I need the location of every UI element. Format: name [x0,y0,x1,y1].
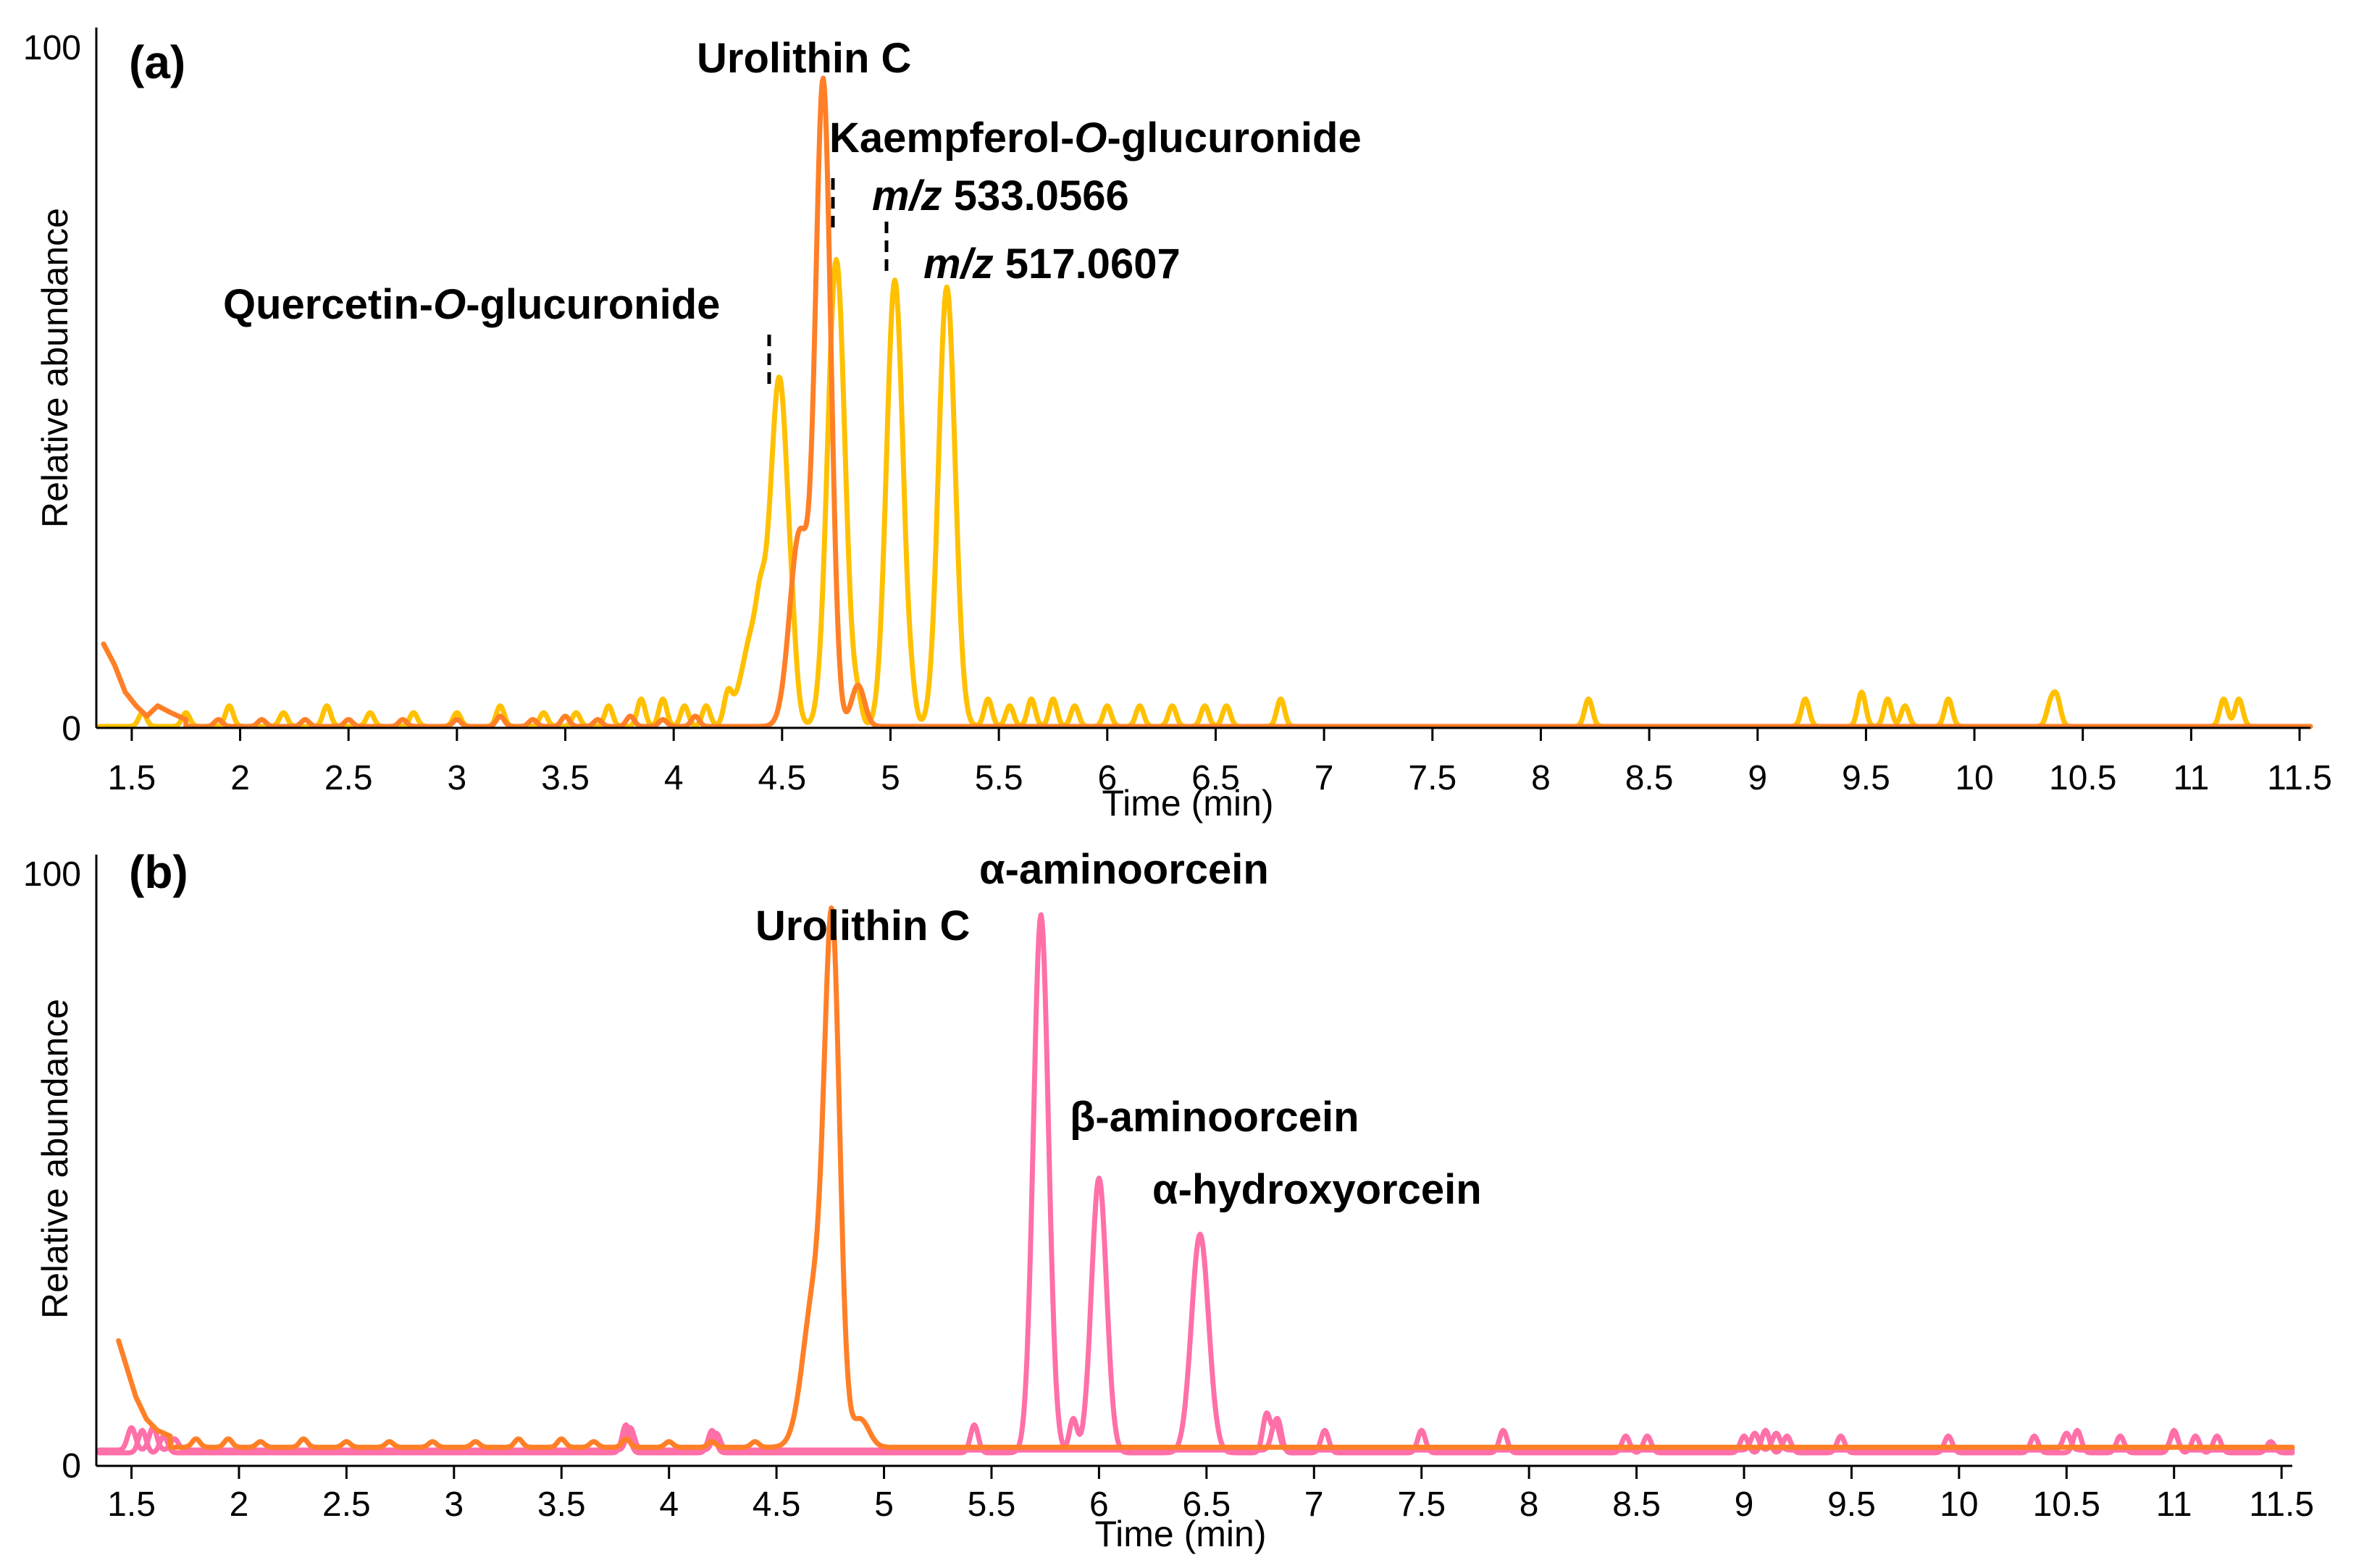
panel-b-x-tick-label: 11 [2156,1485,2192,1524]
panel-b-trace-0 [96,912,2295,1456]
panel-b-x-tick-label: 5.5 [968,1485,1016,1524]
panel-b-x-tick-label: 4 [659,1485,679,1524]
panel-b-x-tick-label: 6.5 [1182,1485,1231,1524]
panel-b-x-tick-label: 6 [1089,1485,1109,1524]
panel-a-x-tick-label: 2 [230,759,250,797]
panel-a-x-axis-title: Time (min) [1102,783,1273,823]
panel-b-x-tick-label: 7.5 [1397,1485,1446,1524]
panel-b-x-ticks: 1.5 2 2.5 3 3.5 4 4.5 5 5.5 6 6.5 7 7.5 8 8.5 9 9.5 10 10.… [107,1466,2314,1524]
panel-a-trace-1 [101,75,2313,729]
panel-a-x-tick-label: 6.5 [1191,759,1240,797]
panel-a-label: (a) [129,36,185,88]
panel-a-y-axis-title: Relative abundance [35,208,75,528]
panel-b-x-tick-label: 8.5 [1612,1485,1661,1524]
panel-a-x-tick-label: 2.5 [324,759,373,797]
panel-b-y-axis-title: Relative abundance [35,999,75,1319]
panel-a-x-tick-label: 9 [1748,759,1767,797]
panel-b-x-tick-label: 7 [1304,1485,1324,1524]
panel-b-x-tick-label: 9 [1735,1485,1754,1524]
panel-b-ytick-0: 0 [62,1447,81,1485]
panel-a-x-tick-label: 1.5 [108,759,156,797]
panel-b-x-tick-label: 4.5 [753,1485,801,1524]
panel-b-label: (b) [129,846,188,898]
panel-a-ytick-100: 100 [23,29,81,67]
panel-a-label-mz-533: m/z 533.0566 [872,172,1129,219]
panel-a-label-quercetin-o-glucuronide: Quercetin-O-glucuronide [223,281,720,328]
panel-b-traces [96,905,2295,1456]
panel-a-x-tick-label: 9.5 [1842,759,1890,797]
panel-b-label-urolithin-c: Urolithin C [755,902,970,949]
panel-a-label-urolithin-c: Urolithin C [697,35,911,82]
panel-b-x-tick-label: 1.5 [107,1485,156,1524]
panel-a-x-tick-label: 7 [1315,759,1334,797]
panel-a-label-kaempferol-o-glucuronide: Kaempferol-O-glucuronide [829,114,1362,162]
panel-b-x-tick-label: 9.5 [1827,1485,1876,1524]
panel-b-x-tick-label: 10 [1940,1485,1978,1524]
panel-a-x-tick-label: 8 [1531,759,1551,797]
panel-b-label-alpha-hydroxyorcein: α-hydroxyorcein [1152,1166,1482,1213]
panel-b-x-tick-label: 10.5 [2033,1485,2100,1524]
panel-a-trace-0 [96,256,2313,729]
panel-a-x-tick-label: 5.5 [975,759,1023,797]
panel-a-x-tick-label: 3.5 [541,759,590,797]
panel-b-x-tick-label: 2.5 [322,1485,371,1524]
panel-b-x-axis-title: Time (min) [1094,1514,1266,1554]
panel-a-x-tick-label: 4 [664,759,684,797]
panel-a-x-tick-label: 3 [448,759,467,797]
panel-a-ytick-0: 0 [62,710,81,748]
panel-b: (b) 1.5 2 2.5 3 3.5 4 4.5 5 5.5 6 6.5 7 7.5 8 8.5 9 9.5 1… [23,846,2314,1554]
panel-a: (a) 1.5 2 2.5 3 3.5 4 4.5 5 5.5 6 6.5 7 7.5 8 8.5 9 9.5 1… [23,28,2332,823]
panel-a-x-tick-label: 11 [2173,759,2209,797]
panel-a-x-tick-label: 8.5 [1625,759,1674,797]
panel-a-x-tick-label: 7.5 [1408,759,1456,797]
panel-a-x-tick-label: 10.5 [2049,759,2116,797]
panel-a-label-mz-517: m/z 517.0607 [923,240,1181,288]
panel-b-x-tick-label: 3.5 [537,1485,586,1524]
panel-b-x-tick-label: 8 [1520,1485,1539,1524]
panel-b-trace-1 [96,1419,2295,1453]
panel-b-label-beta-aminoorcein: β-aminoorcein [1070,1094,1359,1141]
panel-b-x-tick-label: 11.5 [2249,1485,2314,1524]
panel-a-x-tick-label: 5 [881,759,900,797]
panel-b-trace-2 [116,905,2295,1450]
panel-a-x-tick-label: 6 [1097,759,1117,797]
panel-a-x-tick-label: 4.5 [758,759,806,797]
panel-b-x-tick-label: 5 [874,1485,894,1524]
panel-a-x-ticks: 1.5 2 2.5 3 3.5 4 4.5 5 5.5 6 6.5 7 7.5 8 8.5 9 9.5 10 10.… [108,728,2332,797]
panel-a-x-tick-label: 11.5 [2267,759,2332,797]
panel-b-x-tick-label: 3 [444,1485,464,1524]
panel-a-traces [96,75,2313,729]
panel-b-ytick-100: 100 [23,855,81,894]
panel-b-x-tick-label: 2 [230,1485,249,1524]
panel-b-label-alpha-aminoorcein: α-aminoorcein [979,846,1269,893]
panel-a-x-tick-label: 10 [1955,759,1993,797]
